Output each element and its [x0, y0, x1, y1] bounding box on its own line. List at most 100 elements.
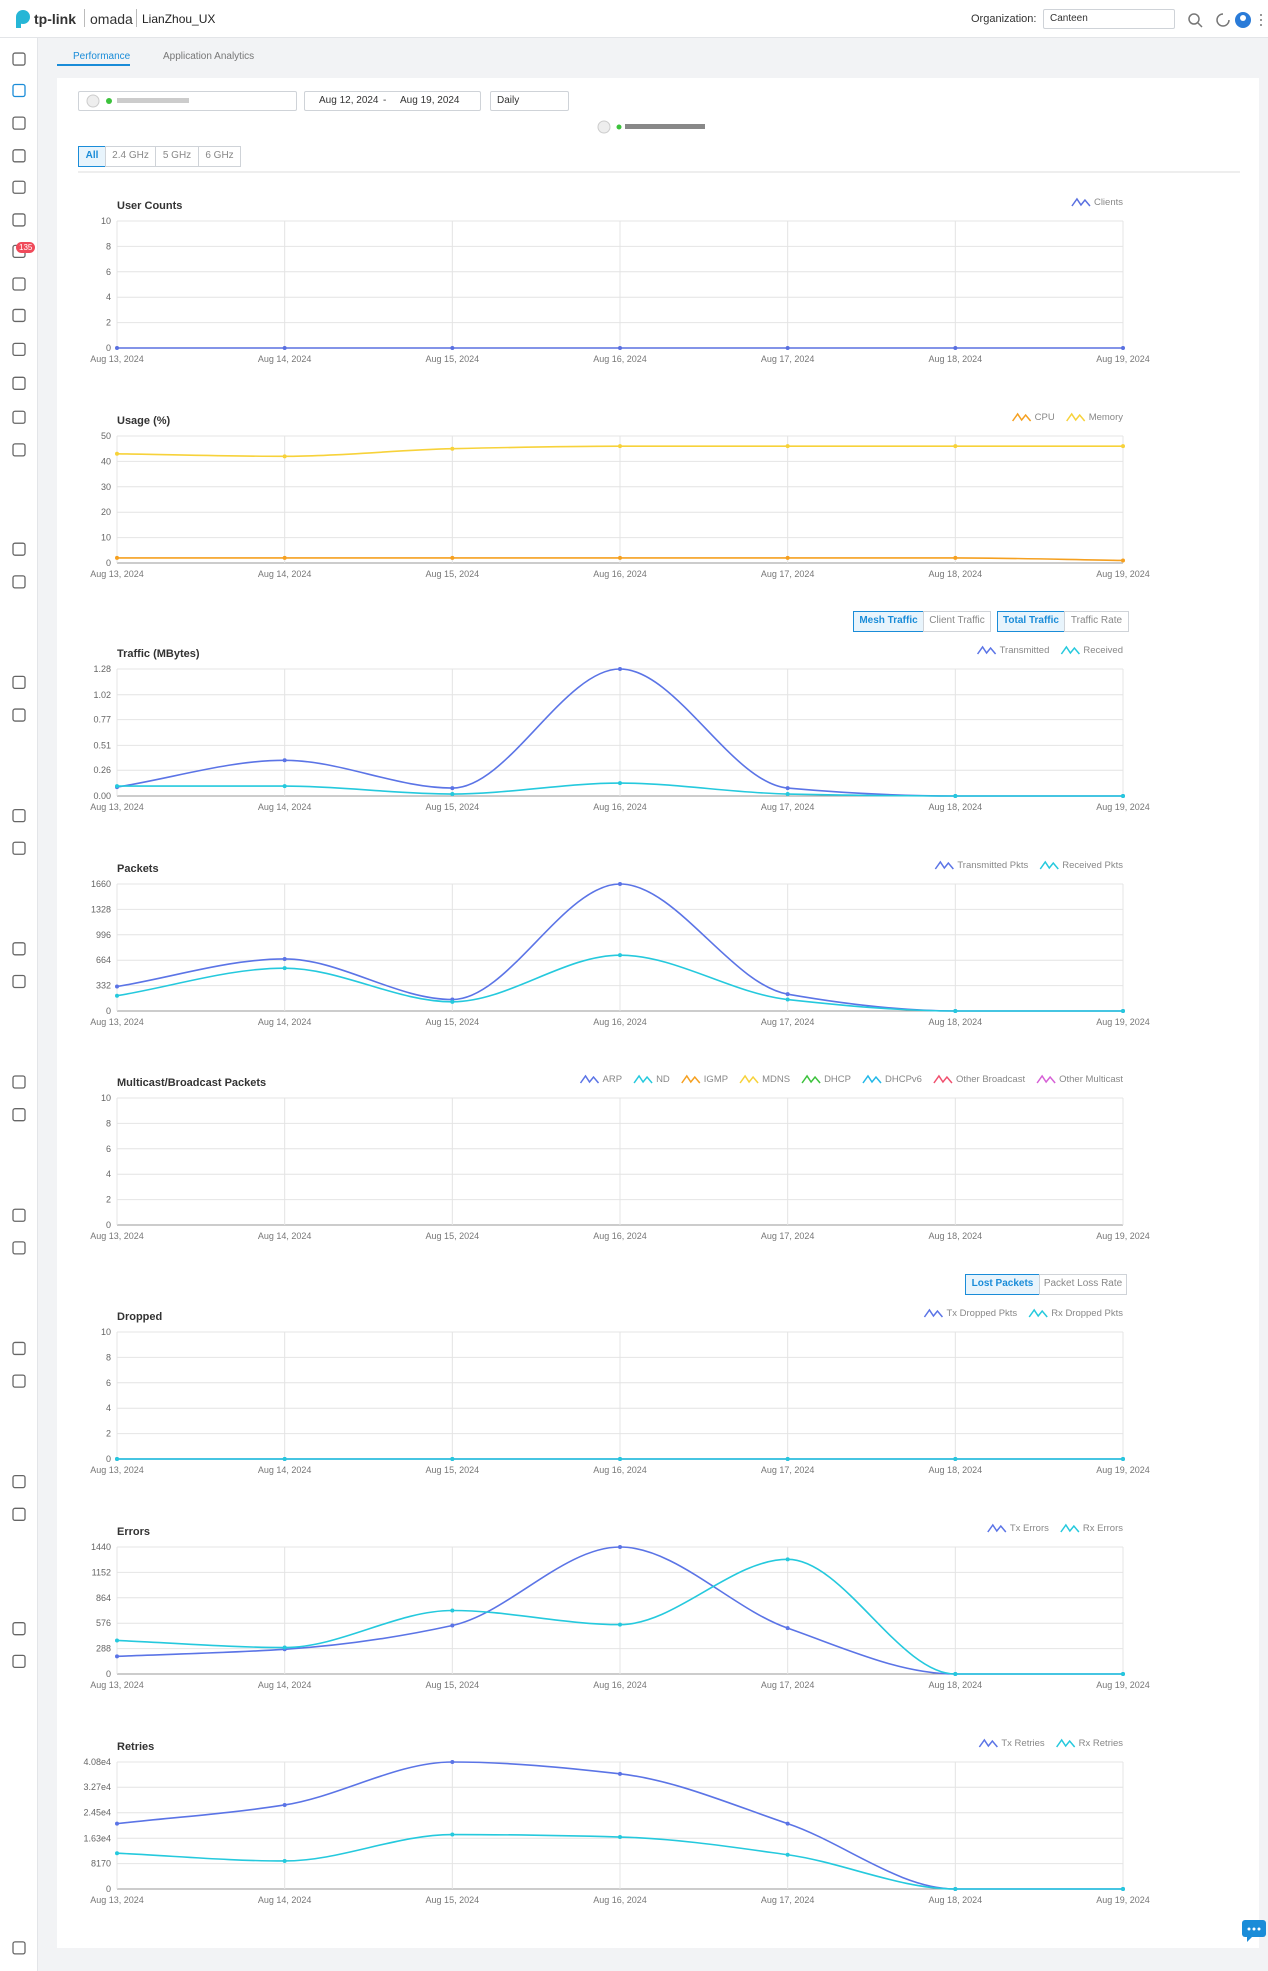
nav-icon[interactable] — [12, 675, 26, 690]
nav-icon[interactable] — [12, 443, 26, 457]
nav-icon[interactable] — [12, 1374, 26, 1388]
data-point — [282, 966, 287, 971]
legend-label: IGMP — [704, 1074, 728, 1085]
nav-icon[interactable] — [12, 116, 26, 130]
x-tick-label: Aug 14, 2024 — [258, 569, 312, 579]
divider — [84, 9, 85, 27]
x-tick-label: Aug 17, 2024 — [761, 1680, 815, 1690]
x-tick-label: Aug 14, 2024 — [258, 1680, 312, 1690]
nav-icon[interactable] — [12, 308, 26, 323]
toggle-button[interactable]: All — [78, 146, 106, 167]
nav-icon[interactable] — [12, 213, 26, 227]
chart-title: Errors — [117, 1526, 150, 1538]
toggle-button[interactable]: Total Traffic — [997, 611, 1065, 632]
toggle-button[interactable]: 2.4 GHz — [105, 146, 156, 167]
data-point — [953, 1672, 958, 1676]
top-icons — [1188, 12, 1262, 28]
nav-icon[interactable] — [12, 974, 26, 989]
tab-performance[interactable]: Performance — [57, 51, 131, 66]
chat-button[interactable] — [1242, 1920, 1266, 1942]
x-tick-label: Aug 19, 2024 — [1096, 802, 1150, 812]
toggle-button[interactable]: Lost Packets — [965, 1274, 1040, 1295]
data-point — [618, 1835, 622, 1840]
x-tick-label: Aug 19, 2024 — [1096, 1017, 1150, 1027]
toggle-button[interactable]: Packet Loss Rate — [1039, 1274, 1127, 1295]
interval: Daily — [497, 95, 520, 106]
data-point — [618, 882, 622, 886]
nav-icon[interactable] — [12, 376, 26, 390]
y-tick-label: 10 — [101, 1093, 111, 1103]
tab-analytics[interactable]: Application Analytics — [147, 51, 254, 62]
data-point — [785, 1852, 790, 1857]
chart-title: User Counts — [117, 200, 182, 212]
x-tick-label: Aug 17, 2024 — [761, 1895, 815, 1905]
nav-icon[interactable] — [12, 1341, 26, 1356]
toggle-button[interactable]: 5 GHz — [155, 146, 199, 167]
x-tick-label: Aug 14, 2024 — [258, 1017, 312, 1027]
nav-icon[interactable] — [12, 1241, 26, 1255]
nav-icon[interactable] — [12, 542, 26, 556]
data-point — [1121, 1672, 1125, 1676]
nav-icon[interactable] — [12, 575, 26, 589]
device-select[interactable] — [78, 91, 297, 111]
data-point — [953, 444, 958, 449]
nav-icon[interactable] — [12, 83, 26, 98]
data-point — [1121, 1887, 1125, 1891]
legend-label: Received Pkts — [1062, 860, 1123, 871]
site-name[interactable]: LianZhou_UX — [142, 12, 216, 26]
nav-icon[interactable] — [12, 180, 26, 194]
nav-icon[interactable] — [12, 1075, 26, 1089]
x-tick-label: Aug 16, 2024 — [593, 1231, 647, 1241]
toggle-button[interactable]: Traffic Rate — [1064, 611, 1129, 632]
toggle-button[interactable]: Mesh Traffic — [853, 611, 924, 632]
y-tick-label: 2 — [106, 1195, 111, 1205]
nav-icon[interactable] — [12, 1108, 26, 1122]
x-tick-label: Aug 15, 2024 — [426, 1231, 480, 1241]
nav-icon[interactable] — [12, 1474, 26, 1489]
nav-icon[interactable] — [12, 1208, 26, 1222]
nav-icon[interactable] — [12, 808, 26, 823]
data-point — [450, 792, 455, 797]
nav-icon[interactable] — [12, 149, 26, 163]
loss-toggles: Lost Packets Packet Loss Rate — [965, 1274, 1127, 1295]
nav-icon[interactable] — [12, 1654, 26, 1669]
nav-icon[interactable] — [12, 52, 26, 66]
x-tick-label: Aug 15, 2024 — [426, 1680, 480, 1690]
data-point — [115, 1654, 119, 1659]
interval-select[interactable]: Daily — [490, 91, 569, 111]
data-point — [282, 454, 287, 459]
y-tick-label: 0 — [106, 1006, 111, 1016]
nav-icon[interactable] — [12, 1507, 26, 1521]
x-tick-label: Aug 15, 2024 — [426, 1017, 480, 1027]
divider — [136, 9, 137, 27]
nav-icon[interactable] — [12, 277, 26, 291]
data-point — [282, 956, 287, 961]
y-tick-label: 4 — [106, 292, 111, 302]
data-point — [115, 1821, 119, 1826]
x-tick-label: Aug 18, 2024 — [929, 1680, 983, 1690]
data-point — [953, 346, 958, 350]
nav-icon[interactable] — [12, 1622, 26, 1636]
toggle-button[interactable]: Client Traffic — [923, 611, 991, 632]
nav-icon[interactable] — [12, 841, 26, 855]
date-range[interactable]: Aug 12, 2024 - Aug 19, 2024 — [304, 91, 481, 111]
legend-icon — [933, 1074, 953, 1084]
nav-icon[interactable] — [12, 1941, 26, 1955]
data-point — [618, 1545, 622, 1549]
nav-icon[interactable] — [12, 708, 26, 722]
data-point — [785, 792, 790, 797]
legend-icon — [987, 1523, 1007, 1533]
nav-icon[interactable] — [12, 410, 26, 424]
legend-label: Other Broadcast — [956, 1074, 1026, 1085]
x-tick-label: Aug 16, 2024 — [593, 1465, 647, 1475]
product: omada — [90, 11, 133, 27]
data-point — [450, 346, 455, 350]
legend-icon — [862, 1074, 882, 1084]
nav-icon[interactable] — [12, 942, 26, 956]
org-select[interactable]: Canteen — [1043, 9, 1175, 29]
toggle-button[interactable]: 6 GHz — [198, 146, 241, 167]
x-tick-label: Aug 14, 2024 — [258, 1465, 312, 1475]
nav-icon[interactable] — [12, 342, 26, 357]
y-tick-label: 0 — [106, 558, 111, 568]
y-tick-label: 4.08e4 — [83, 1757, 111, 1767]
